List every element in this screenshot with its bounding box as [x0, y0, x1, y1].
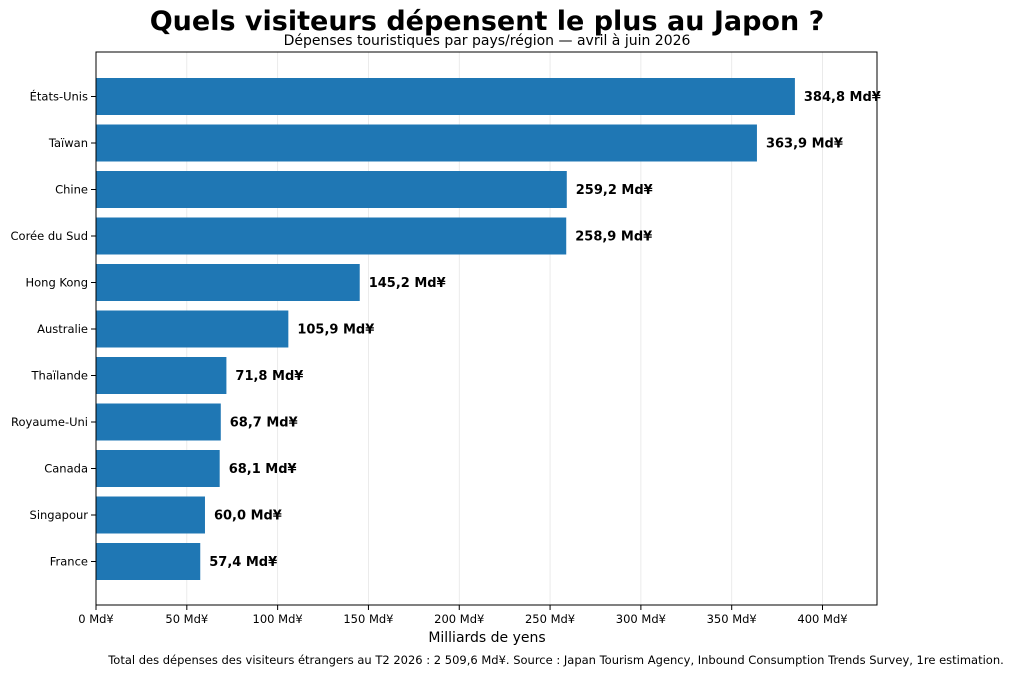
- x-tick-label: 400 Md¥: [797, 612, 847, 626]
- x-tick-label: 50 Md¥: [165, 612, 208, 626]
- chart-footnote: Total des dépenses des visiteurs étrange…: [107, 653, 1004, 667]
- y-tick-label: Australie: [37, 322, 88, 336]
- bar: [96, 171, 567, 208]
- bar-value-label: 60,0 Md¥: [214, 509, 282, 524]
- y-tick-label: France: [50, 555, 88, 569]
- x-tick-label: 300 Md¥: [616, 612, 666, 626]
- bar: [96, 78, 795, 115]
- plot-frame: [95, 51, 878, 606]
- x-tick-label: 0 Md¥: [78, 612, 114, 626]
- bar: [96, 357, 227, 394]
- x-axis-ticks: 0 Md¥ 50 Md¥ 100 Md¥ 150 Md¥ 200 Md¥ 250 Md¥ 3…: [78, 605, 848, 626]
- bar-value-label: 363,9 Md¥: [766, 137, 843, 152]
- bar-value-label: 68,7 Md¥: [230, 416, 298, 431]
- y-tick-label: Hong Kong: [25, 276, 88, 290]
- bar-value-label: 57,4 Md¥: [209, 555, 277, 570]
- bar-value-label: 145,2 Md¥: [369, 276, 446, 291]
- bar-value-label: 71,8 Md¥: [235, 369, 303, 384]
- x-tick-label: 150 Md¥: [343, 612, 393, 626]
- chart-title: Quels visiteurs dépensent le plus au Jap…: [150, 6, 825, 37]
- x-axis-label: Milliards de yens: [428, 630, 545, 646]
- bar-value-label: 259,2 Md¥: [576, 183, 653, 198]
- bar: [96, 496, 205, 534]
- y-tick-label: Corée du Sud: [11, 229, 88, 243]
- bar: [96, 450, 220, 487]
- y-tick-label: Singapour: [30, 508, 89, 522]
- y-tick-label: Taïwan: [48, 136, 88, 150]
- bar-value-label: 258,9 Md¥: [575, 230, 652, 245]
- chart-subtitle: Dépenses touristiques par pays/région — …: [284, 33, 691, 49]
- bar: [96, 124, 757, 162]
- x-tick-label: 200 Md¥: [434, 612, 484, 626]
- y-tick-label: Thaïlande: [31, 369, 88, 383]
- bar: [96, 217, 567, 255]
- y-tick-label: Chine: [55, 183, 88, 197]
- bar: [96, 403, 221, 441]
- y-axis-ticks: États-Unis Taïwan Chine Corée du Sud Hong Ko…: [11, 89, 96, 569]
- bar-value-label: 68,1 Md¥: [229, 462, 297, 477]
- y-tick-label: Canada: [44, 462, 88, 476]
- bar-value-label: 105,9 Md¥: [297, 323, 374, 338]
- bar-value-label: 384,8 Md¥: [804, 90, 881, 105]
- x-tick-label: 250 Md¥: [525, 612, 575, 626]
- bar: [96, 264, 360, 301]
- bars: [96, 78, 795, 580]
- x-tick-label: 350 Md¥: [707, 612, 757, 626]
- bar: [96, 543, 201, 580]
- y-tick-label: États-Unis: [30, 89, 88, 104]
- bar-value-labels: 384,8 Md¥ 363,9 Md¥ 259,2 Md¥ 258,9 Md¥ 145,…: [209, 90, 881, 570]
- bar: [96, 310, 289, 348]
- x-tick-label: 100 Md¥: [253, 612, 303, 626]
- y-tick-label: Royaume-Uni: [11, 415, 88, 429]
